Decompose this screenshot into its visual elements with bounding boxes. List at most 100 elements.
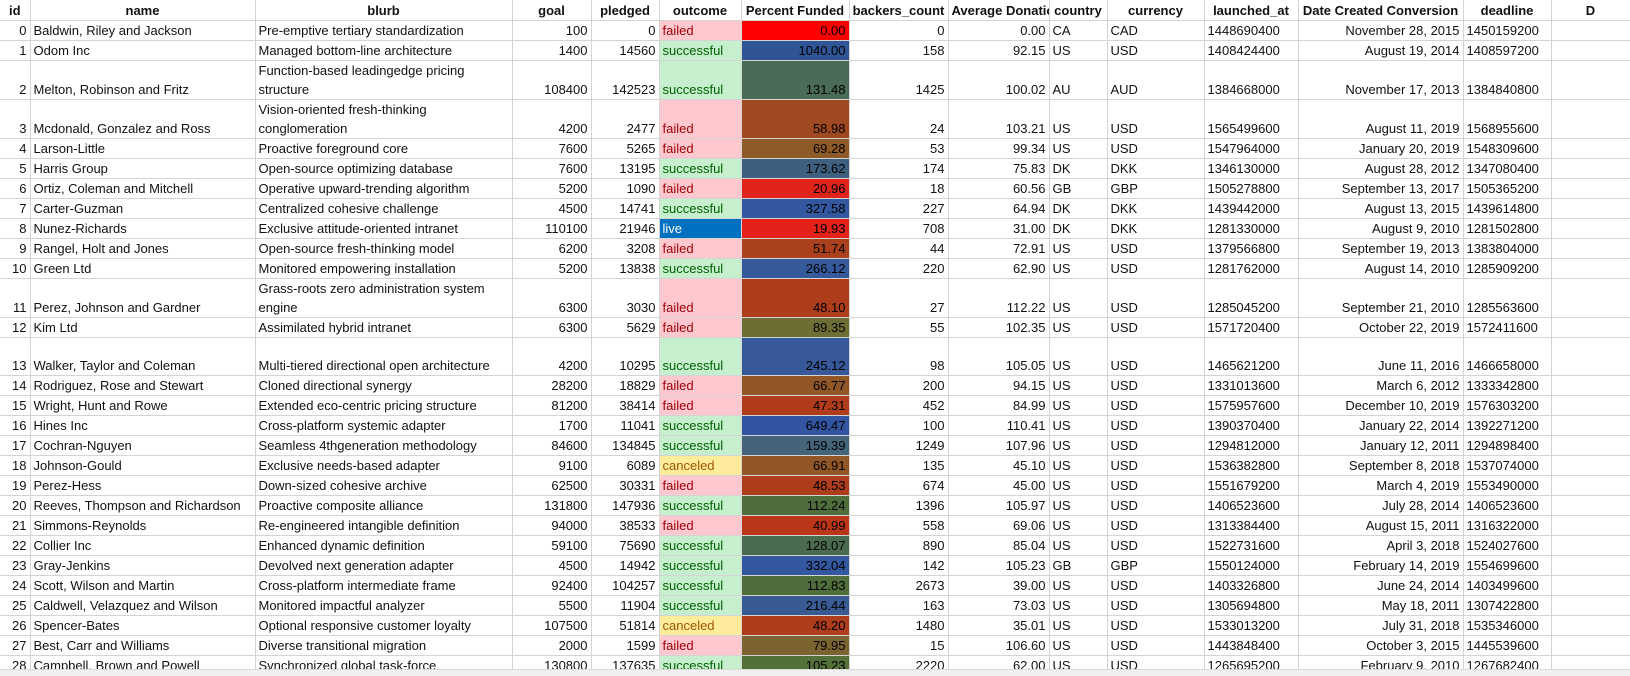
cell-pledged[interactable]: 1090 xyxy=(591,178,660,199)
cell-date-created[interactable]: November 28, 2015 xyxy=(1298,20,1464,41)
cell-name[interactable]: Rodriguez, Rose and Stewart xyxy=(30,375,256,396)
column-header[interactable]: Percent Funded xyxy=(741,0,850,21)
cell-backers-count[interactable]: 227 xyxy=(849,198,949,219)
cell-outcome[interactable]: failed xyxy=(659,317,742,338)
cell-country[interactable]: DK xyxy=(1049,198,1108,219)
cell-pledged[interactable]: 14741 xyxy=(591,198,660,219)
cell-average-donation[interactable]: 105.05 xyxy=(948,337,1050,376)
cell-outcome[interactable]: failed xyxy=(659,138,742,159)
column-header[interactable]: backers_count xyxy=(849,0,949,21)
cell-empty[interactable] xyxy=(1551,455,1630,476)
cell-outcome[interactable]: failed xyxy=(659,238,742,259)
cell-currency[interactable]: USD xyxy=(1107,238,1205,259)
column-header[interactable]: id xyxy=(0,0,31,21)
cell-backers-count[interactable]: 24 xyxy=(849,99,949,139)
cell-currency[interactable]: GBP xyxy=(1107,555,1205,576)
cell-empty[interactable] xyxy=(1551,218,1630,239)
cell-outcome[interactable]: successful xyxy=(659,595,742,616)
cell-empty[interactable] xyxy=(1551,395,1630,416)
cell-currency[interactable]: USD xyxy=(1107,258,1205,279)
cell-currency[interactable]: USD xyxy=(1107,595,1205,616)
cell-backers-count[interactable]: 44 xyxy=(849,238,949,259)
cell-backers-count[interactable]: 18 xyxy=(849,178,949,199)
cell-currency[interactable]: USD xyxy=(1107,475,1205,496)
cell-empty[interactable] xyxy=(1551,555,1630,576)
cell-id[interactable]: 18 xyxy=(0,455,31,476)
cell-launched-at[interactable]: 1448690400 xyxy=(1204,20,1299,41)
cell-name[interactable]: Baldwin, Riley and Jackson xyxy=(30,20,256,41)
cell-launched-at[interactable]: 1550124000 xyxy=(1204,555,1299,576)
cell-launched-at[interactable]: 1403326800 xyxy=(1204,575,1299,596)
cell-pledged[interactable]: 2477 xyxy=(591,99,660,139)
cell-percent-funded[interactable]: 20.96 xyxy=(741,178,850,199)
cell-blurb[interactable]: Operative upward-trending algorithm xyxy=(255,178,513,199)
cell-country[interactable]: US xyxy=(1049,615,1108,636)
cell-blurb[interactable]: Monitored impactful analyzer xyxy=(255,595,513,616)
cell-blurb[interactable]: Cloned directional synergy xyxy=(255,375,513,396)
cell-goal[interactable]: 100 xyxy=(512,20,592,41)
cell-average-donation[interactable]: 85.04 xyxy=(948,535,1050,556)
cell-country[interactable]: US xyxy=(1049,635,1108,656)
cell-pledged[interactable]: 21946 xyxy=(591,218,660,239)
cell-goal[interactable]: 5200 xyxy=(512,258,592,279)
cell-name[interactable]: Hines Inc xyxy=(30,415,256,436)
cell-deadline[interactable]: 1406523600 xyxy=(1463,495,1552,516)
cell-name[interactable]: Reeves, Thompson and Richardson xyxy=(30,495,256,516)
cell-empty[interactable] xyxy=(1551,238,1630,259)
cell-average-donation[interactable]: 39.00 xyxy=(948,575,1050,596)
cell-country[interactable]: US xyxy=(1049,40,1108,61)
cell-average-donation[interactable]: 69.06 xyxy=(948,515,1050,536)
cell-goal[interactable]: 7600 xyxy=(512,158,592,179)
cell-date-created[interactable]: October 3, 2015 xyxy=(1298,635,1464,656)
cell-id[interactable]: 14 xyxy=(0,375,31,396)
cell-goal[interactable]: 59100 xyxy=(512,535,592,556)
cell-country[interactable]: US xyxy=(1049,258,1108,279)
cell-launched-at[interactable]: 1551679200 xyxy=(1204,475,1299,496)
cell-currency[interactable]: DKK xyxy=(1107,198,1205,219)
cell-country[interactable]: US xyxy=(1049,535,1108,556)
cell-backers-count[interactable]: 558 xyxy=(849,515,949,536)
cell-country[interactable]: US xyxy=(1049,395,1108,416)
cell-outcome[interactable]: successful xyxy=(659,258,742,279)
cell-outcome[interactable]: failed xyxy=(659,635,742,656)
cell-currency[interactable]: DKK xyxy=(1107,158,1205,179)
cell-average-donation[interactable]: 92.15 xyxy=(948,40,1050,61)
cell-date-created[interactable]: February 14, 2019 xyxy=(1298,555,1464,576)
cell-date-created[interactable]: March 4, 2019 xyxy=(1298,475,1464,496)
cell-country[interactable]: US xyxy=(1049,138,1108,159)
column-header[interactable]: launched_at xyxy=(1204,0,1299,21)
cell-goal[interactable]: 131800 xyxy=(512,495,592,516)
cell-outcome[interactable]: successful xyxy=(659,60,742,100)
cell-date-created[interactable]: August 11, 2019 xyxy=(1298,99,1464,139)
cell-backers-count[interactable]: 220 xyxy=(849,258,949,279)
cell-backers-count[interactable]: 135 xyxy=(849,455,949,476)
cell-blurb[interactable]: Re-engineered intangible definition xyxy=(255,515,513,536)
cell-launched-at[interactable]: 1384668000 xyxy=(1204,60,1299,100)
cell-name[interactable]: Larson-Little xyxy=(30,138,256,159)
cell-date-created[interactable]: September 8, 2018 xyxy=(1298,455,1464,476)
cell-date-created[interactable]: August 14, 2010 xyxy=(1298,258,1464,279)
cell-percent-funded[interactable]: 51.74 xyxy=(741,238,850,259)
cell-name[interactable]: Harris Group xyxy=(30,158,256,179)
cell-launched-at[interactable]: 1313384400 xyxy=(1204,515,1299,536)
cell-goal[interactable]: 4200 xyxy=(512,337,592,376)
cell-percent-funded[interactable]: 173.62 xyxy=(741,158,850,179)
cell-name[interactable]: Melton, Robinson and Fritz xyxy=(30,60,256,100)
cell-name[interactable]: Mcdonald, Gonzalez and Ross xyxy=(30,99,256,139)
column-header[interactable]: deadline xyxy=(1463,0,1552,21)
cell-country[interactable]: US xyxy=(1049,278,1108,318)
cell-currency[interactable]: USD xyxy=(1107,375,1205,396)
cell-percent-funded[interactable]: 245.12 xyxy=(741,337,850,376)
cell-goal[interactable]: 4200 xyxy=(512,99,592,139)
cell-deadline[interactable]: 1568955600 xyxy=(1463,99,1552,139)
cell-outcome[interactable]: failed xyxy=(659,20,742,41)
cell-empty[interactable] xyxy=(1551,278,1630,318)
cell-backers-count[interactable]: 1396 xyxy=(849,495,949,516)
cell-average-donation[interactable]: 45.00 xyxy=(948,475,1050,496)
cell-name[interactable]: Johnson-Gould xyxy=(30,455,256,476)
cell-goal[interactable]: 4500 xyxy=(512,555,592,576)
cell-launched-at[interactable]: 1281762000 xyxy=(1204,258,1299,279)
cell-goal[interactable]: 1400 xyxy=(512,40,592,61)
cell-id[interactable]: 7 xyxy=(0,198,31,219)
